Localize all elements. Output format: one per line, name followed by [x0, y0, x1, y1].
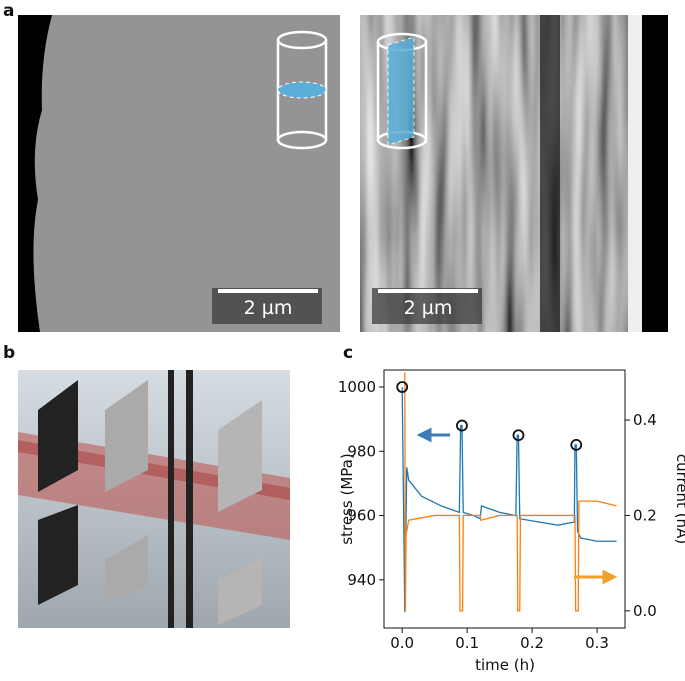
- y-tick-label: 960: [347, 507, 376, 525]
- peak-marker: [512, 429, 525, 442]
- peak-marker: [570, 438, 583, 451]
- x-tick-label: 0.3: [585, 634, 609, 652]
- y2-tick-label: 0.4: [633, 411, 657, 429]
- panel-label: b: [3, 343, 15, 363]
- y-tick-label: 940: [347, 571, 376, 589]
- peak-marker: [396, 381, 409, 393]
- axis-arrow: [574, 569, 618, 585]
- peak-marker: [456, 419, 468, 432]
- y-tick-label: 1000: [338, 378, 376, 396]
- x-tick-label: 0.2: [520, 634, 544, 652]
- plot-frame: [383, 369, 626, 629]
- panel-label: c: [343, 343, 353, 363]
- scale-bar-label: 2 µm: [244, 297, 293, 319]
- panel-label: a: [3, 1, 14, 21]
- render-3d: [18, 370, 290, 628]
- x-axis-label: time (h): [475, 656, 535, 674]
- y-axis-label: stress (MPa): [338, 453, 356, 544]
- series-line: [401, 387, 617, 612]
- x-tick-label: 0.1: [455, 634, 479, 652]
- y-tick-label: 980: [347, 442, 376, 460]
- series-line: [404, 372, 617, 612]
- scale-bar-label: 2 µm: [404, 297, 453, 319]
- micrograph-left: 2 µm: [18, 15, 340, 332]
- plot-area: [401, 372, 617, 612]
- axis-arrow: [416, 427, 450, 443]
- x-tick-label: 0.0: [390, 634, 414, 652]
- y2-axis-label: current (nA): [673, 454, 685, 544]
- y2-tick-label: 0.2: [633, 506, 657, 524]
- micrograph-right: 2 µm: [360, 15, 668, 332]
- y2-tick-label: 0.0: [633, 602, 657, 620]
